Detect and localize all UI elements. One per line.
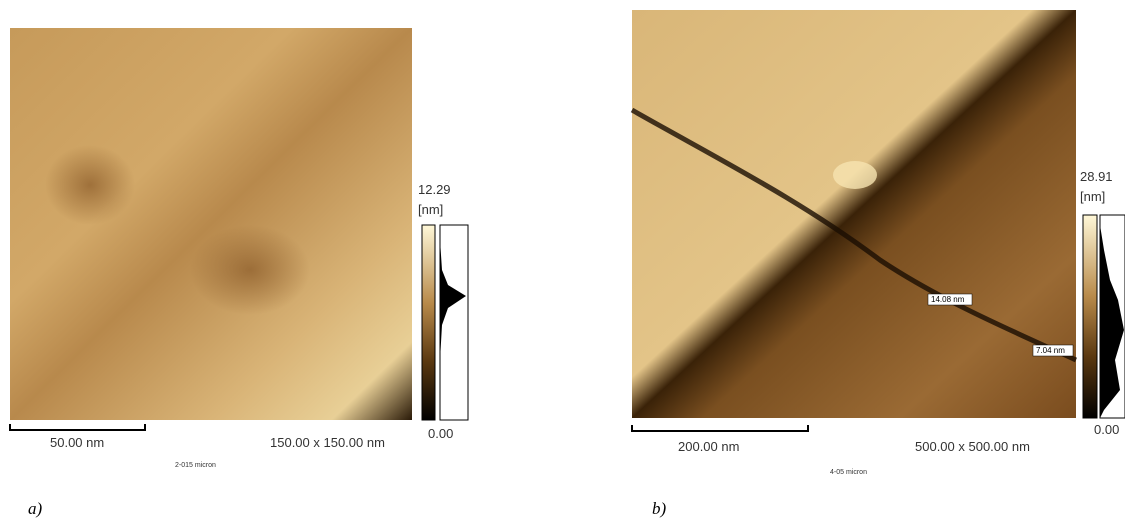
scale-bar-label: 200.00 nm: [678, 439, 739, 454]
scale-bar: [631, 425, 809, 432]
colorbar-unit: [nm]: [1080, 189, 1105, 204]
scale-bar-label: 50.00 nm: [50, 435, 104, 450]
annotation-box: [927, 293, 973, 306]
afm-image: [632, 10, 1076, 418]
color-bar: [421, 224, 436, 421]
bright-spot: [833, 161, 877, 189]
panel-label: b): [652, 499, 667, 518]
step-edge: [630, 107, 1078, 363]
afm-image: [10, 28, 412, 420]
caption: 2-015 micron: [175, 462, 216, 469]
colorbar-max: 28.91: [1080, 169, 1113, 184]
scan-size: 150.00 x 150.00 nm: [270, 435, 385, 450]
depression: [190, 225, 310, 315]
scan-size: 500.00 x 500.00 nm: [915, 439, 1030, 454]
annotation: 7.04 nm: [1036, 346, 1065, 355]
panel-a: 12.29 [nm] 0.00 50.00 nm 150.00 x 150.00…: [9, 28, 469, 518]
panel-b: 14.08 nm 7.04 nm 28.91 [nm] 0.00 200.00 …: [630, 10, 1125, 518]
histogram: [1100, 225, 1124, 418]
colorbar-min: 0.00: [428, 426, 453, 441]
annotation: 14.08 nm: [931, 295, 965, 304]
colorbar-max: 12.29: [418, 182, 451, 197]
colorbar-min: 0.00: [1094, 422, 1119, 437]
depression: [45, 145, 135, 225]
caption: 4-05 micron: [830, 469, 867, 476]
color-bar: [1082, 214, 1098, 419]
scale-bar: [9, 424, 146, 431]
colorbar-unit: [nm]: [418, 202, 443, 217]
annotation-box: [1032, 344, 1074, 357]
panel-label: a): [28, 499, 43, 518]
histogram: [440, 240, 466, 360]
histogram-box: [439, 224, 469, 421]
